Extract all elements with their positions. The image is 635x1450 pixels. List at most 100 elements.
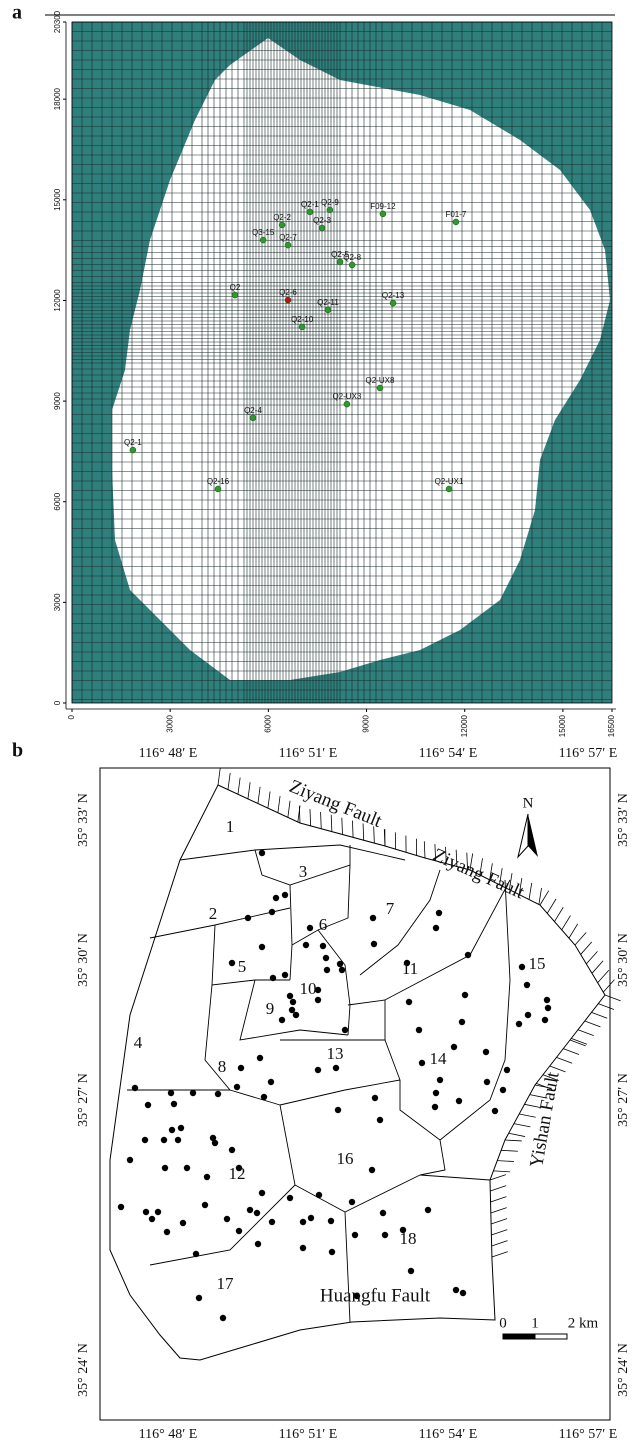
latitude-label: 35° 30′ N — [76, 933, 91, 987]
well-dot — [214, 1090, 222, 1098]
fault-hachure — [247, 782, 251, 799]
well-dot — [491, 1107, 499, 1115]
longitude-label: 116° 57′ E — [559, 746, 618, 761]
zone-label: 6 — [319, 915, 328, 934]
well-dot — [323, 966, 331, 974]
fault-hachure — [491, 1240, 508, 1247]
fault-hachure — [571, 1038, 588, 1045]
well-dot — [424, 1206, 432, 1214]
well — [284, 296, 292, 304]
model-grid: 0 3000 6000 9000 12000 15000 16500 0 3000 6000 900… — [53, 10, 616, 737]
well-dot — [268, 908, 276, 916]
well-dot — [211, 1139, 219, 1147]
well-dot — [117, 1203, 125, 1211]
well-dot — [260, 1093, 268, 1101]
well — [231, 291, 239, 299]
fault-hachure — [528, 882, 533, 900]
well-dot — [368, 1166, 376, 1174]
zone-boundary — [399, 1080, 491, 1181]
well-label: F01-7 — [445, 210, 466, 219]
well-label: Q2-UX3 — [332, 392, 361, 401]
zone-boundary — [211, 924, 290, 986]
zone-boundary — [149, 1184, 296, 1266]
well-dot — [455, 1097, 463, 1105]
fault-label: Huangfu Fault — [320, 1285, 431, 1306]
well-dot — [258, 943, 266, 951]
x-tick-label: 16500 — [607, 714, 616, 737]
well — [259, 236, 267, 244]
fault-hachure — [549, 1065, 566, 1073]
fault-hachure — [320, 811, 322, 829]
zone-label: 7 — [386, 899, 395, 918]
zone-label: 13 — [327, 1044, 344, 1063]
latitude-label: 35° 33′ N — [616, 793, 631, 847]
well-label: Q2-8 — [343, 253, 361, 262]
well-dot — [237, 1064, 245, 1072]
well-dot — [523, 981, 531, 989]
fault-hachure — [277, 796, 281, 813]
well-dot — [376, 1116, 384, 1124]
well-dot — [461, 991, 469, 999]
well-dot — [195, 1294, 203, 1302]
latitude-label: 35° 30′ N — [616, 933, 631, 987]
well-dot — [201, 1201, 209, 1209]
fault-hachure — [563, 1048, 580, 1055]
well-dot — [154, 1208, 162, 1216]
well-dot — [315, 1191, 323, 1199]
well-dot — [269, 974, 277, 982]
fault-hachure — [352, 820, 354, 838]
zone-boundary — [204, 984, 281, 1106]
fault-hachure — [373, 826, 375, 844]
well-dot — [328, 1248, 336, 1256]
well-dot — [161, 1164, 169, 1172]
fault-hachure — [591, 1011, 608, 1019]
well — [284, 241, 292, 249]
well-dot — [192, 1250, 200, 1258]
fault-hachure — [309, 809, 312, 826]
zone-boundary — [289, 884, 293, 981]
well-dot — [289, 998, 297, 1006]
well-dot — [167, 1089, 175, 1097]
well-label: Q2-4 — [244, 406, 262, 415]
fault-hachure — [490, 1218, 508, 1225]
north-arrow — [528, 814, 538, 857]
well-dot — [314, 986, 322, 994]
latitude-label: 35° 33′ N — [76, 793, 91, 847]
fault-hachure — [501, 1149, 518, 1152]
scale-bar — [502, 1333, 536, 1340]
fault-hachure — [455, 849, 458, 867]
well-dot — [327, 1217, 335, 1225]
well-dot — [302, 941, 310, 949]
fault-hachure — [434, 844, 437, 861]
zone-label: 12 — [229, 1164, 246, 1183]
well-dot — [371, 1094, 379, 1102]
zone-boundary — [439, 879, 511, 1141]
well-dot — [348, 1198, 356, 1206]
well — [306, 208, 314, 216]
well-dot — [209, 1134, 217, 1142]
well — [445, 485, 453, 493]
well-dot — [203, 1173, 211, 1181]
fault-hachure — [287, 800, 291, 818]
y-tick-label: 20300 — [53, 10, 62, 33]
well-dot — [499, 1086, 507, 1094]
y-tick-label: 9000 — [53, 392, 62, 410]
well-dot — [223, 1215, 231, 1223]
well-dot — [174, 1136, 182, 1144]
fault-hachure — [539, 890, 550, 906]
well-label: Q2-1 — [124, 438, 142, 447]
well-dot — [170, 1100, 178, 1108]
fault-hachure — [490, 1207, 507, 1214]
fault-hachure — [499, 868, 503, 885]
well-dot — [307, 1214, 315, 1222]
well-dot — [299, 1218, 307, 1226]
well-dot — [281, 971, 289, 979]
well-dot — [338, 966, 346, 974]
fault-hachure — [330, 814, 333, 832]
well-dot — [483, 1078, 491, 1086]
x-tick-label: 15000 — [558, 714, 567, 737]
zone-boundary — [344, 1211, 351, 1323]
fault-hachure — [257, 786, 261, 804]
zone-boundary — [279, 1104, 421, 1213]
fault-label: Yishan Fault — [526, 1070, 564, 1169]
